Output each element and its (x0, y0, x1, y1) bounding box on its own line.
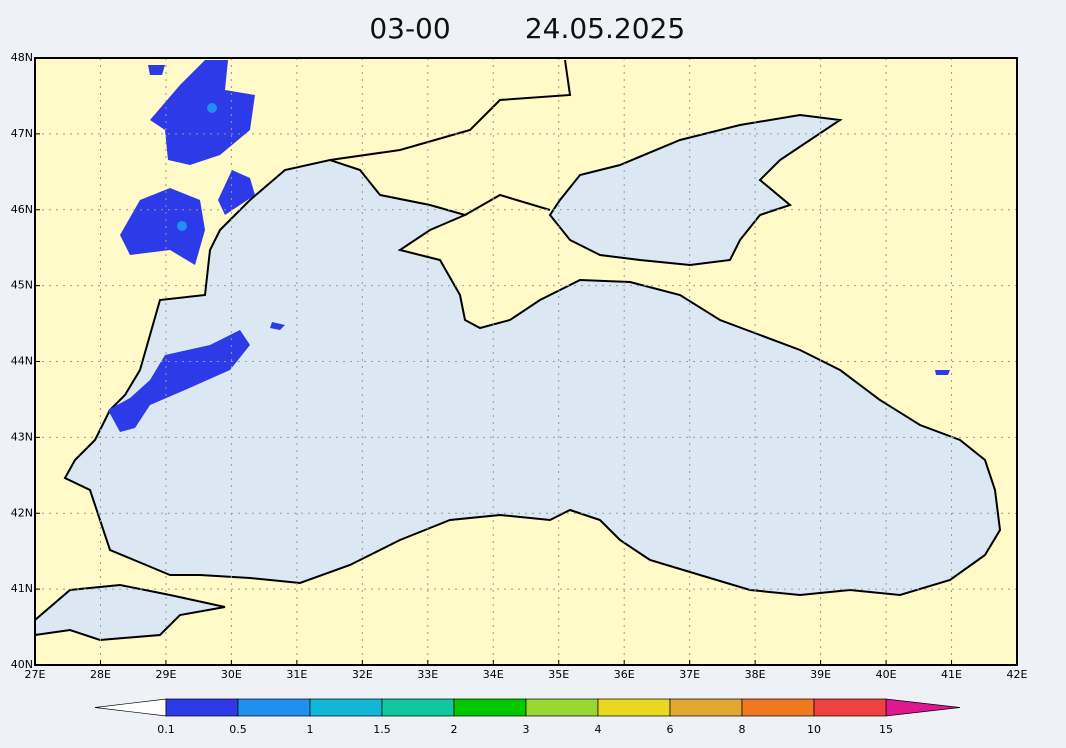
precip-area (108, 330, 250, 432)
colorbar-box (525, 698, 599, 717)
x-tick-label: 38E (745, 668, 766, 681)
x-tick-label: 29E (155, 668, 176, 681)
colorbar-box (813, 698, 887, 717)
x-tick-label: 39E (810, 668, 831, 681)
title-time: 03-00 (369, 12, 450, 45)
y-tick-label: 44N (11, 355, 33, 368)
x-tick-label: 32E (352, 668, 373, 681)
x-tick-label: 33E (417, 668, 438, 681)
colorbar-box (597, 698, 671, 717)
x-tick-label: 34E (483, 668, 504, 681)
colorbar-label: 2 (451, 723, 458, 736)
colorbar-label: 3 (523, 723, 530, 736)
colorbar-label: 4 (595, 723, 602, 736)
title-date: 24.05.2025 (525, 12, 685, 45)
y-tick-label: 43N (11, 430, 33, 443)
x-tick-label: 35E (548, 668, 569, 681)
colorbar-box (453, 698, 527, 717)
y-tick-label: 42N (11, 506, 33, 519)
colorbar-box (669, 698, 743, 717)
colorbar-label: 15 (879, 723, 893, 736)
sea-of-azov (548, 113, 843, 267)
colorbar-label: 8 (739, 723, 746, 736)
colorbar-label: 6 (667, 723, 674, 736)
colorbar-label: 1.5 (373, 723, 391, 736)
black-sea (63, 158, 1002, 597)
precip-area (270, 322, 285, 330)
y-tick-label: 48N (11, 51, 33, 64)
x-tick-label: 41E (941, 668, 962, 681)
colorbar-box (309, 698, 383, 717)
precip-area (148, 65, 165, 75)
colorbar-label: 10 (807, 723, 821, 736)
y-tick-label: 46N (11, 203, 33, 216)
precip-area (935, 370, 950, 375)
colorbar-label: 0.1 (157, 723, 175, 736)
y-tick-label: 45N (11, 279, 33, 292)
x-tick-label: 30E (221, 668, 242, 681)
x-tick-label: 42E (1007, 668, 1028, 681)
colorbar: 0.1 0.5 1 1.5 2 3 4 6 8 10 15 (94, 698, 961, 736)
x-tick-label: 37E (679, 668, 700, 681)
colorbar-box (237, 698, 311, 717)
precip-core (207, 103, 217, 113)
y-tick-label: 40N (11, 658, 33, 671)
sea-of-marmara (34, 583, 226, 642)
y-tick-label: 41N (11, 582, 33, 595)
precipitation-areas (108, 60, 950, 432)
y-tick-label: 47N (11, 127, 33, 140)
colorbar-label: 1 (307, 723, 314, 736)
x-tick-label: 31E (286, 668, 307, 681)
map (34, 57, 1018, 666)
x-tick-label: 40E (876, 668, 897, 681)
x-tick-label: 28E (90, 668, 111, 681)
colorbar-box (741, 698, 815, 717)
precip-area (120, 188, 205, 265)
x-tick-label: 27E (25, 668, 46, 681)
colorbar-label: 0.5 (229, 723, 247, 736)
precip-area (218, 170, 255, 215)
coast-line (329, 59, 572, 216)
x-tick-label: 36E (614, 668, 635, 681)
precip-core (177, 221, 187, 231)
colorbar-box (381, 698, 455, 717)
precip-area (150, 60, 255, 165)
colorbar-box (165, 698, 239, 717)
